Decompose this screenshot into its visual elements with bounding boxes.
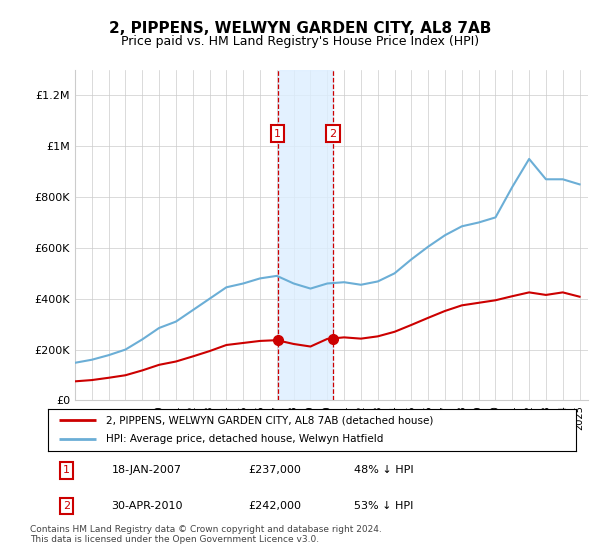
Text: Contains HM Land Registry data © Crown copyright and database right 2024.
This d: Contains HM Land Registry data © Crown c… [30,525,382,544]
Bar [278,70,333,400]
Text: £237,000: £237,000 [248,465,302,475]
Text: 48% ↓ HPI: 48% ↓ HPI [354,465,414,475]
Text: 30-APR-2010: 30-APR-2010 [112,501,183,511]
Text: Price paid vs. HM Land Registry's House Price Index (HPI): Price paid vs. HM Land Registry's House … [121,35,479,48]
Text: 18-JAN-2007: 18-JAN-2007 [112,465,181,475]
Text: £242,000: £242,000 [248,501,302,511]
Text: 2: 2 [63,501,70,511]
Text: 2, PIPPENS, WELWYN GARDEN CITY, AL8 7AB: 2, PIPPENS, WELWYN GARDEN CITY, AL8 7AB [109,21,491,36]
Text: 53% ↓ HPI: 53% ↓ HPI [354,501,413,511]
Text: HPI: Average price, detached house, Welwyn Hatfield: HPI: Average price, detached house, Welw… [106,435,383,445]
Text: 2, PIPPENS, WELWYN GARDEN CITY, AL8 7AB (detached house): 2, PIPPENS, WELWYN GARDEN CITY, AL8 7AB … [106,415,433,425]
Text: 1: 1 [274,129,281,138]
Text: 1: 1 [63,465,70,475]
Text: 2: 2 [329,129,337,138]
